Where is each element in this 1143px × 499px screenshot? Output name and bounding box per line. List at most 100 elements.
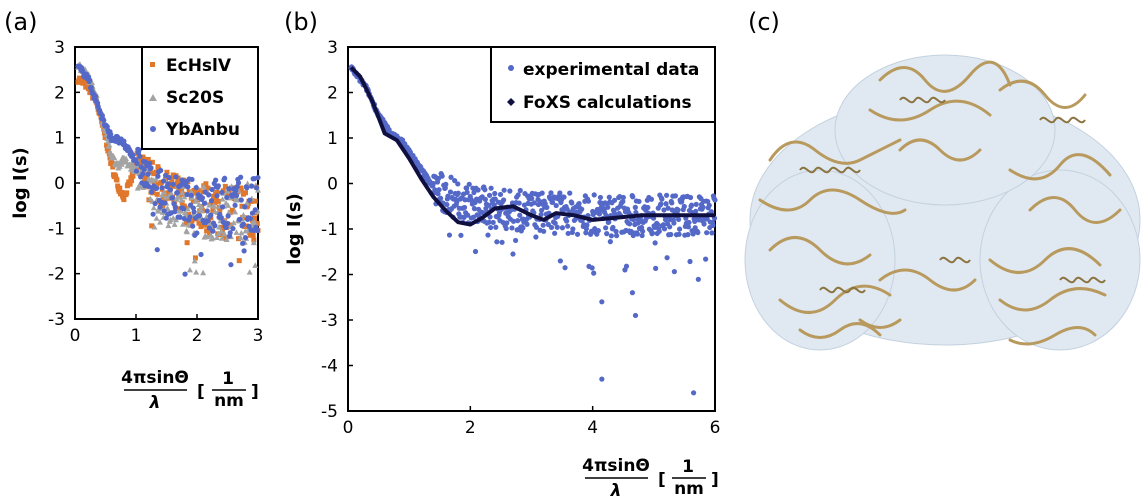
point-ybanbu: [190, 205, 196, 211]
point-ybanbu: [145, 171, 151, 177]
point-experimental-data: [663, 201, 669, 207]
point-ybanbu: [212, 223, 218, 229]
point-sc20s: [175, 194, 182, 200]
point-experimental-data: [432, 187, 438, 193]
point-experimental-data: [486, 192, 493, 198]
point-experimental-data: [606, 219, 612, 225]
xlabel-a-unit-open: [: [197, 382, 205, 402]
point-ybanbu: [218, 215, 224, 221]
point-ybanbu: [162, 200, 168, 206]
protein-ribbons: [758, 60, 1122, 346]
point-echslv: [127, 181, 133, 187]
point-experimental-data: [704, 230, 710, 236]
point-ybanbu: [191, 209, 197, 215]
point-experimental-data: [517, 187, 523, 194]
point-experimental-data: [634, 231, 641, 237]
point-sc20s: [219, 196, 226, 202]
point-echslv: [164, 169, 170, 175]
point-echslv: [254, 221, 260, 227]
point-ybanbu: [147, 160, 153, 166]
point-experimental-data: [604, 231, 610, 237]
point-ybanbu: [233, 188, 239, 194]
point-echslv: [172, 183, 178, 189]
point-echslv: [110, 164, 116, 170]
point-experimental-data: [685, 232, 691, 238]
point-echslv: [214, 189, 220, 195]
point-sc20s: [151, 224, 158, 230]
point-sc20s: [215, 230, 222, 236]
point-echslv: [169, 176, 175, 182]
y-tick-label: -1: [48, 219, 65, 239]
point-experimental-data: [703, 256, 709, 262]
point-echslv: [83, 84, 89, 90]
point-experimental-data: [552, 230, 558, 236]
point-sc20s: [252, 262, 259, 268]
y-tick-label: 2: [54, 83, 65, 103]
legend-a: EcHslV Sc20S YbAnbu: [141, 46, 259, 150]
point-experimental-data: [487, 214, 493, 220]
point-echslv: [239, 203, 245, 209]
point-experimental-data: [605, 204, 611, 210]
point-echslv: [189, 218, 195, 224]
point-experimental-data: [695, 276, 701, 282]
point-ybanbu: [181, 206, 187, 212]
point-echslv: [140, 155, 146, 161]
panel-b: 0 2 4 6 -5 -4 -3 -2 -1 0 1 2 3 log I(s) experimental…: [284, 38, 720, 499]
xlabel-a-numerator: 4πsinΘ: [121, 368, 189, 388]
point-sc20s: [232, 208, 239, 215]
point-echslv: [195, 187, 201, 193]
xlabel-b-unit-denominator: nm: [674, 479, 704, 499]
point-ybanbu: [224, 220, 231, 227]
point-experimental-data: [701, 221, 707, 227]
point-experimental-data: [533, 224, 540, 230]
point-experimental-data-outlier: [690, 390, 697, 396]
point-experimental-data: [668, 231, 674, 238]
point-experimental-data: [447, 189, 454, 195]
point-echslv: [149, 159, 155, 165]
legend-b: experimental data FoXS calculations: [490, 46, 716, 123]
point-echslv: [192, 190, 198, 196]
point-sc20s: [184, 205, 191, 212]
point-experimental-data: [510, 251, 516, 257]
point-experimental-data: [458, 232, 464, 238]
xlabel-a-unit-denominator: nm: [214, 391, 244, 411]
point-experimental-data: [687, 194, 694, 201]
point-ybanbu: [238, 197, 244, 203]
point-sc20s: [152, 175, 159, 182]
point-sc20s: [225, 209, 232, 215]
point-sc20s: [237, 234, 244, 241]
point-echslv: [236, 258, 242, 264]
point-experimental-data: [686, 219, 692, 226]
point-experimental-data: [675, 216, 682, 223]
point-ybanbu: [224, 194, 230, 201]
x-tick-label: 2: [192, 326, 203, 346]
point-sc20s: [250, 239, 257, 246]
point-sc20s: [218, 235, 225, 241]
point-sc20s: [198, 207, 205, 214]
point-echslv: [119, 189, 125, 195]
point-sc20s: [246, 269, 253, 275]
point-ybanbu: [241, 248, 247, 254]
point-experimental-data: [712, 197, 718, 203]
point-ybanbu: [247, 215, 253, 222]
point-experimental-data: [648, 196, 655, 202]
point-echslv: [229, 207, 235, 213]
point-experimental-data: [655, 221, 661, 228]
point-ybanbu: [92, 93, 99, 99]
x-tick-label: 0: [70, 326, 81, 346]
point-experimental-data: [485, 232, 491, 238]
point-ybanbu: [233, 192, 240, 199]
legend-marker-experimental: [508, 65, 514, 71]
y-tick-label: 1: [54, 129, 65, 149]
point-ybanbu: [206, 225, 212, 231]
point-ybanbu: [188, 192, 194, 198]
xlabel-b-numerator: 4πsinΘ: [582, 456, 650, 476]
point-experimental-data: [652, 240, 658, 246]
point-ybanbu: [153, 185, 160, 191]
point-sc20s: [171, 221, 178, 227]
point-echslv: [205, 185, 211, 191]
point-ybanbu: [249, 183, 255, 189]
point-echslv: [105, 148, 111, 154]
point-experimental-data: [623, 263, 630, 269]
